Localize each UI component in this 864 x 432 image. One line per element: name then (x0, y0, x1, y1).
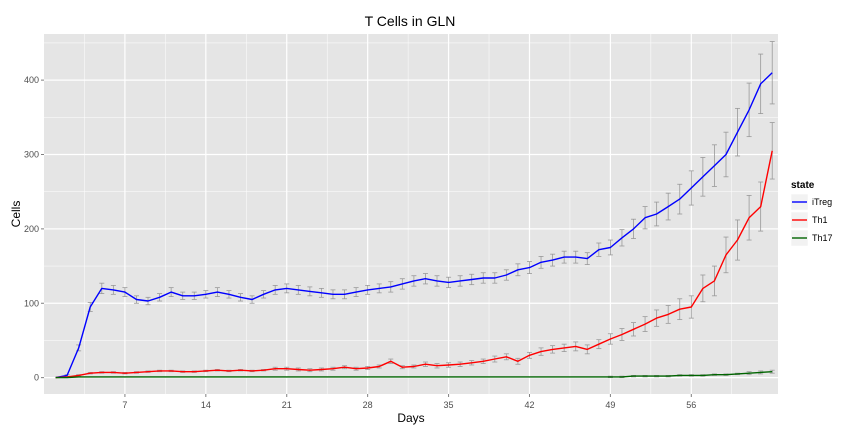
series-line-th17 (55, 371, 773, 379)
legend-item-th17: Th17 (790, 229, 833, 247)
x-tick-label: 21 (282, 400, 292, 410)
y-axis: 0 100 200 300 400 (24, 75, 44, 383)
legend-label: Th17 (812, 233, 833, 243)
x-tick-label: 49 (605, 400, 615, 410)
legend-item-th1: Th1 (790, 211, 828, 229)
y-tick-label: 200 (24, 224, 39, 234)
series-lines (55, 72, 773, 379)
x-tick-label: 7 (122, 400, 127, 410)
chart-title: T Cells in GLN (365, 13, 456, 29)
y-tick-label: 0 (34, 373, 39, 383)
y-tick-label: 100 (24, 298, 39, 308)
x-axis: 7 14 21 28 35 42 49 56 (122, 394, 696, 410)
y-axis-title: Cells (9, 201, 23, 228)
legend-title: state (791, 180, 815, 191)
legend-item-itreg: iTreg (790, 193, 832, 211)
legend: state iTreg Th1 Th17 (790, 180, 833, 247)
y-tick-label: 400 (24, 75, 39, 85)
x-tick-label: 14 (201, 400, 211, 410)
x-tick-label: 35 (444, 400, 454, 410)
x-axis-title: Days (397, 411, 424, 425)
y-tick-label: 300 (24, 149, 39, 159)
legend-label: iTreg (812, 197, 832, 207)
x-tick-label: 28 (363, 400, 373, 410)
legend-label: Th1 (812, 215, 828, 225)
x-tick-label: 42 (524, 400, 534, 410)
series-line-itreg (55, 72, 773, 379)
series-line-th1 (55, 150, 773, 379)
grid-lines (44, 34, 778, 394)
x-tick-label: 56 (686, 400, 696, 410)
